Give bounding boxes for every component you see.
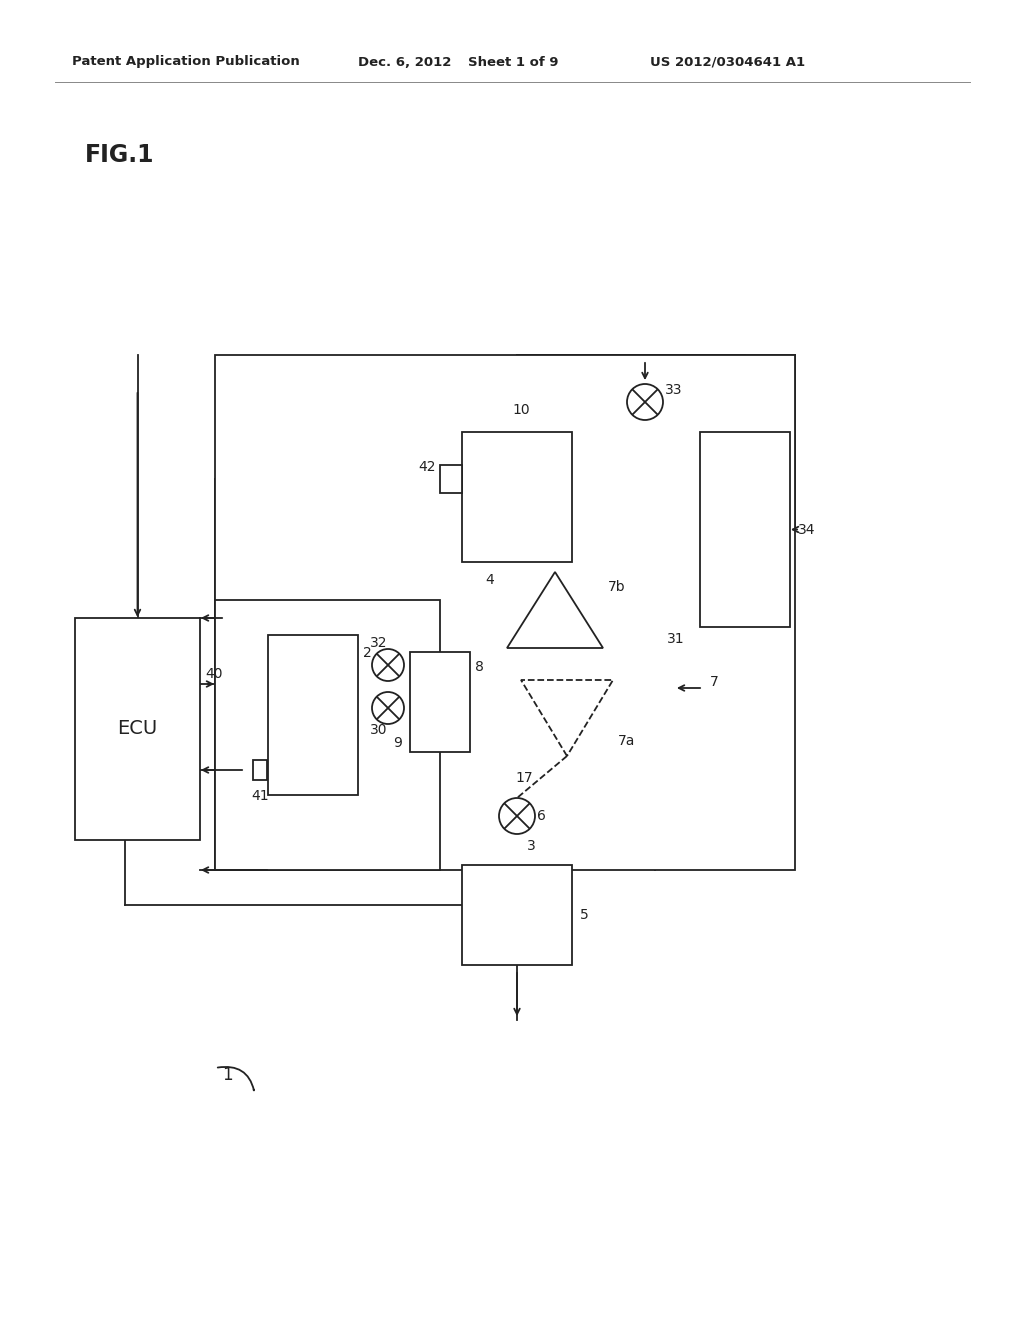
Text: 4: 4 [485,573,494,587]
Text: ECU: ECU [118,719,158,738]
FancyArrowPatch shape [218,1067,254,1090]
Polygon shape [521,680,613,756]
Bar [462,432,572,562]
Text: Patent Application Publication: Patent Application Publication [72,55,300,69]
Text: 34: 34 [798,523,815,536]
Text: 31: 31 [667,632,685,645]
Text: 32: 32 [370,636,387,649]
Bar [268,635,358,795]
Bar [700,432,790,627]
Bar [75,618,200,840]
Bar [253,760,267,780]
Text: 40: 40 [205,667,222,681]
Text: 6: 6 [537,809,546,822]
Text: 5: 5 [580,908,589,921]
Bar [215,601,440,870]
Bar [410,652,470,752]
Circle shape [372,692,404,723]
Text: 3: 3 [527,840,536,853]
Circle shape [499,799,535,834]
Text: 2: 2 [362,645,372,660]
Text: 10: 10 [512,403,529,417]
Circle shape [627,384,663,420]
Circle shape [372,649,404,681]
Text: 8: 8 [475,660,484,675]
Text: 7b: 7b [608,579,626,594]
Text: 30: 30 [370,723,387,737]
Bar [462,865,572,965]
Text: 1: 1 [222,1067,232,1084]
Text: Sheet 1 of 9: Sheet 1 of 9 [468,55,558,69]
Text: 33: 33 [665,383,683,397]
Text: 41: 41 [251,789,268,803]
Bar [215,355,795,870]
Text: US 2012/0304641 A1: US 2012/0304641 A1 [650,55,805,69]
Text: Dec. 6, 2012: Dec. 6, 2012 [358,55,452,69]
Text: 7: 7 [710,675,719,689]
Text: 7a: 7a [618,734,635,748]
Text: FIG.1: FIG.1 [85,143,155,168]
Text: 17: 17 [515,771,532,785]
Bar [440,465,462,492]
Text: 9: 9 [393,737,401,750]
Text: 42: 42 [418,459,435,474]
Polygon shape [507,572,603,648]
